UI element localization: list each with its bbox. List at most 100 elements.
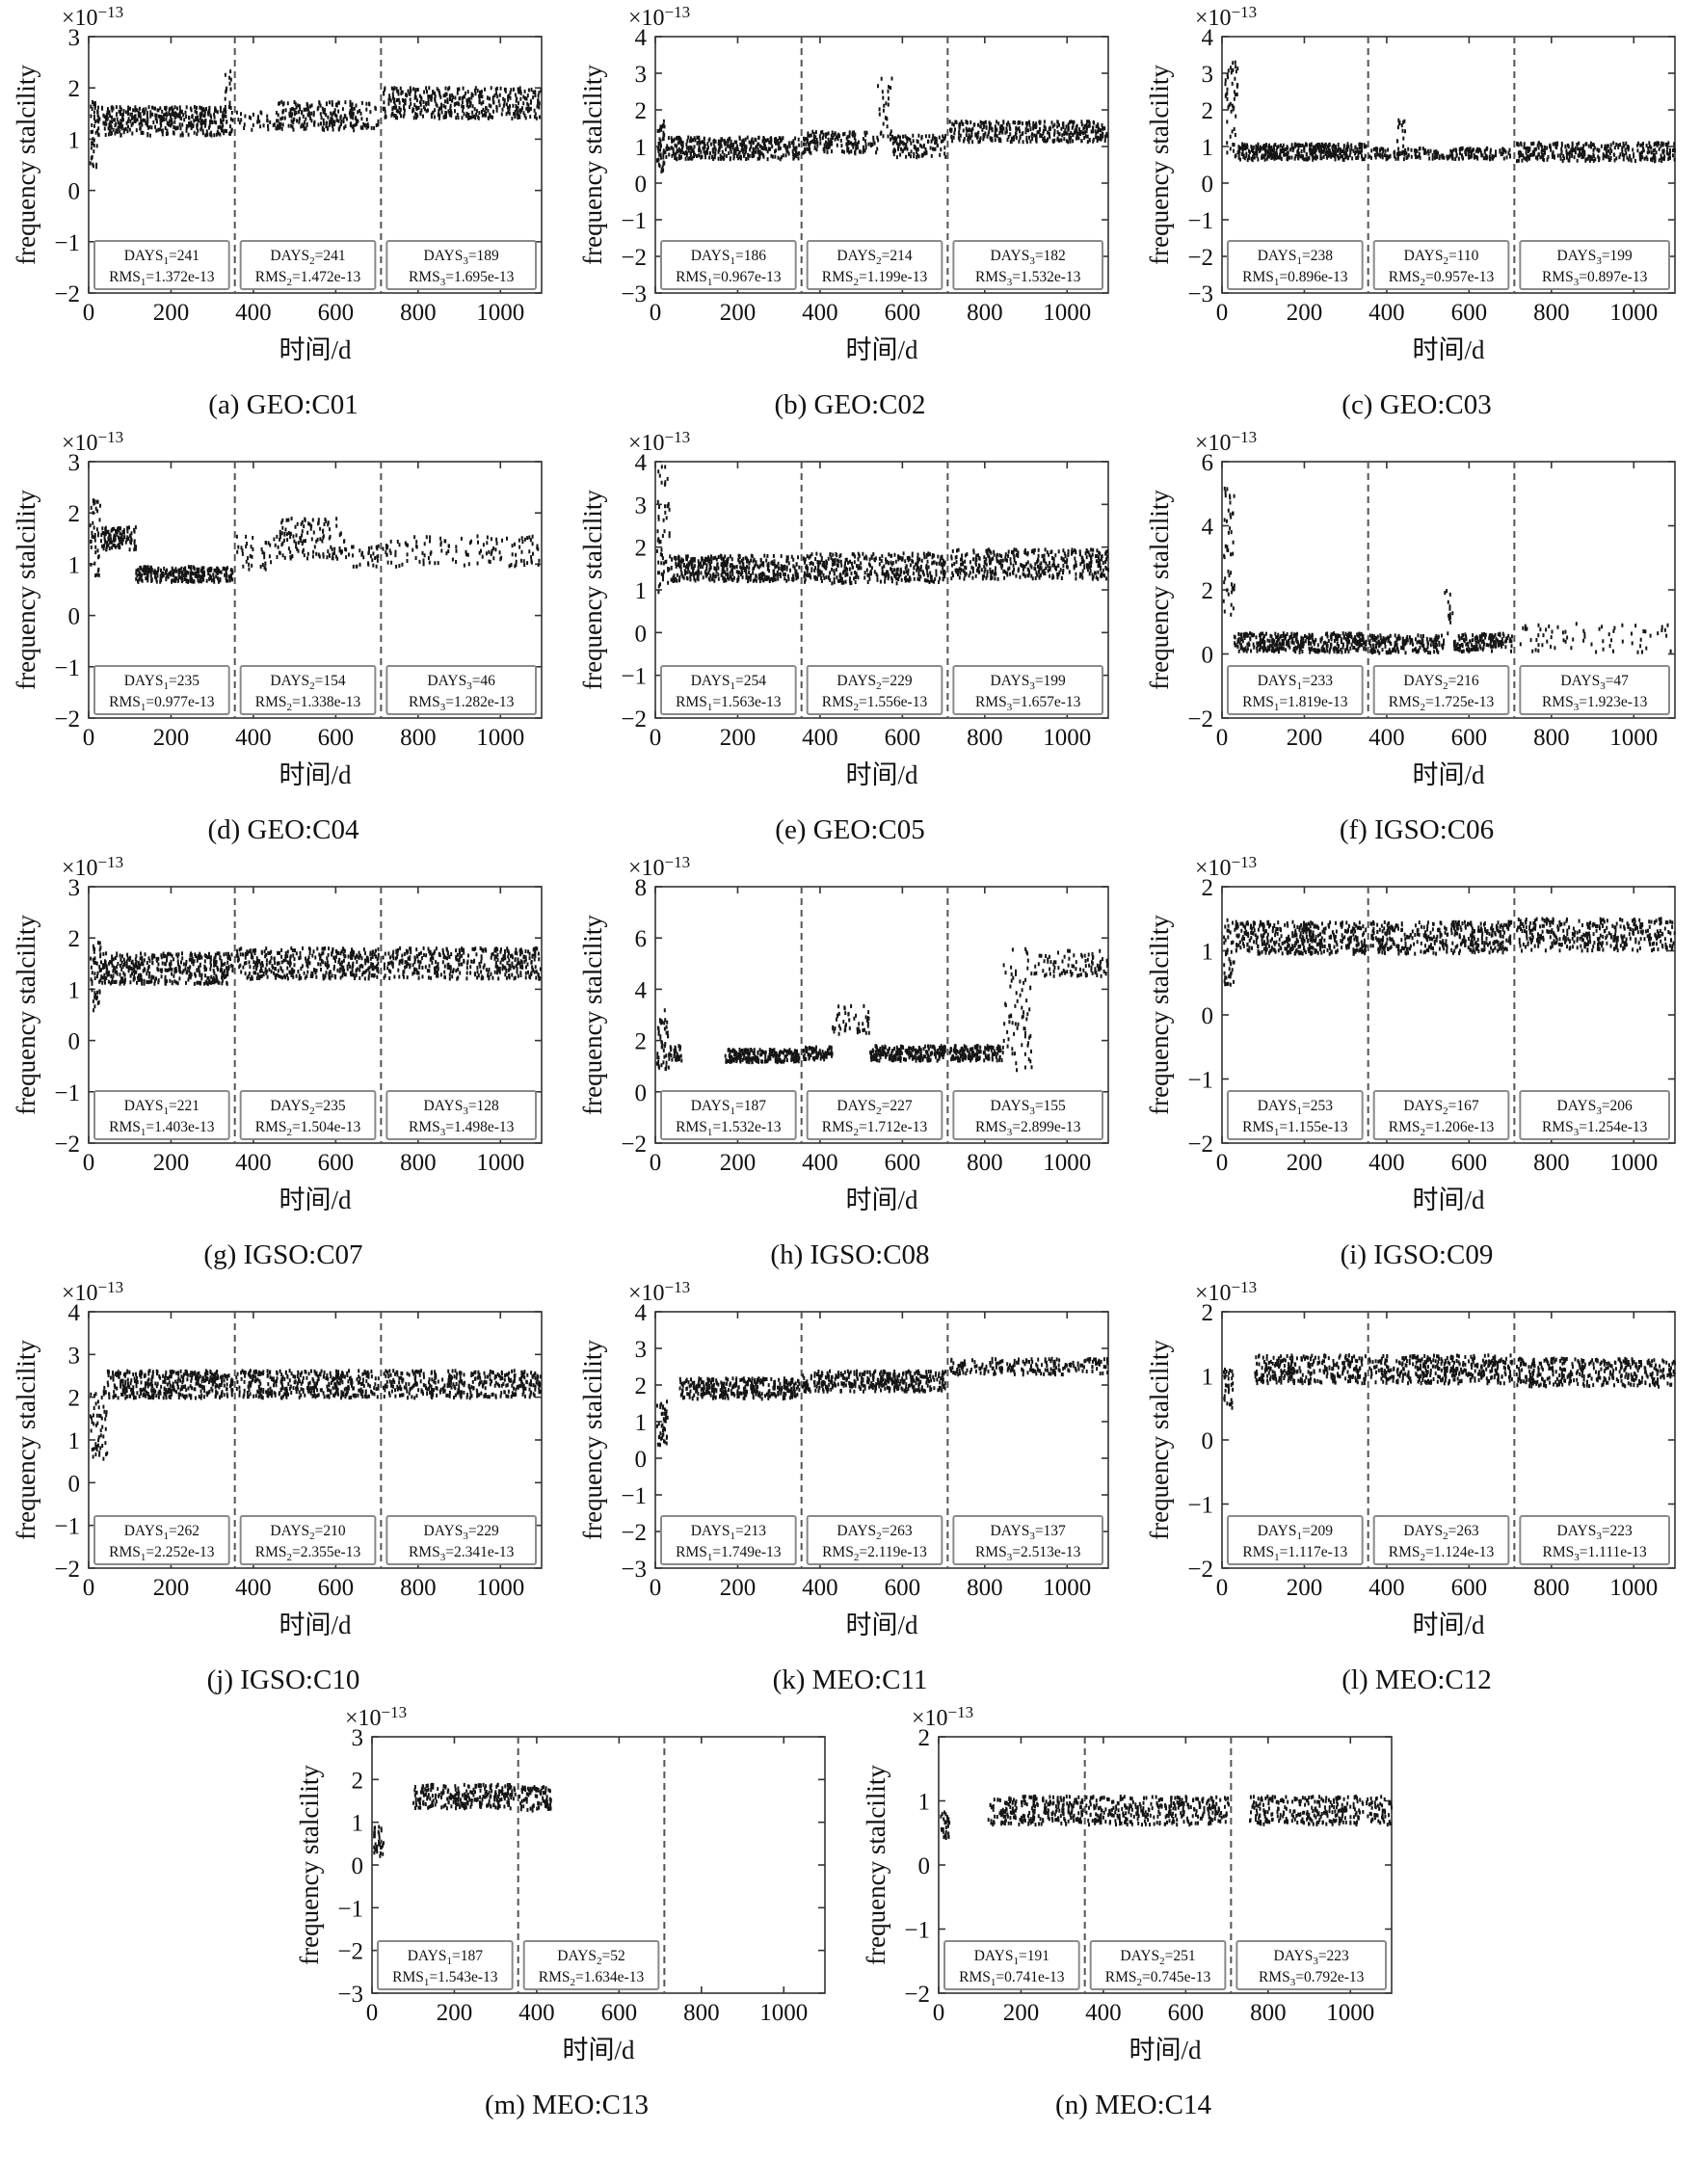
stats-rms-label: RMS2=2.119e-13	[822, 1544, 927, 1563]
y-tick-label: −3	[1187, 281, 1213, 307]
y-tick-label: 0	[68, 1029, 81, 1055]
subplot: ×10−13 0 200 400 600 800 1000 −2 −1 0 1 2 DAYS1=191 R…	[850, 1706, 1417, 2131]
stats-box	[385, 240, 538, 290]
stats-box	[806, 1090, 943, 1140]
plot-svg: ×10−130 200 400 600 800 1000−20246DAYS1=233RM…	[1147, 431, 1676, 789]
y-tick-label: 2	[635, 98, 648, 124]
x-tick-label: 600	[885, 1150, 921, 1176]
subplot: ×10−13 0 200 400 600 800 1000 −3 −2 −1 0 1 2 3 4 DAYS1=…	[567, 1281, 1133, 1706]
y-tick-label: −2	[904, 1982, 930, 2008]
y-tick-label: −1	[54, 655, 80, 681]
scale-label: ×10−13	[912, 1706, 973, 1731]
stats-days-label: DAYS3=155	[991, 1098, 1067, 1117]
y-tick-label: 1	[635, 578, 648, 604]
x-tick-label: 0	[1216, 1575, 1229, 1601]
stats-days-label: DAYS1=191	[974, 1948, 1049, 1967]
y-axis-label: frequency stalcility	[863, 1765, 890, 1965]
subplot: ×10−13 0 200 400 600 800 1000 −3 −2 −1 0 1 2 3 DAYS1=1…	[283, 1706, 850, 2131]
stats-rms-label: RMS2=1.556e-13	[822, 694, 928, 713]
x-tick-label: 0	[650, 725, 662, 751]
plot-caption: (j) IGSO:C10	[206, 1665, 360, 1695]
x-tick-label: 0	[83, 725, 95, 751]
stats-days-label: DAYS1=187	[691, 1098, 767, 1117]
stats-box	[385, 1090, 538, 1140]
data-points	[940, 1794, 1393, 1840]
plot-svg: ×10−13 0 200 400 600 800 1000 −3 −2 −1 0 1 2 3 4 DAYS1=…	[580, 1281, 1109, 1639]
x-axis-label: 时间/d	[845, 1185, 918, 1214]
y-tick-label: −2	[1187, 706, 1213, 732]
x-axis-label: 时间/d	[1412, 1185, 1485, 1214]
y-tick-label: 1	[1202, 135, 1214, 161]
x-tick-label: 200	[1287, 1150, 1323, 1176]
stats-days-label: DAYS2=251	[1120, 1948, 1195, 1967]
x-tick-label: 800	[1250, 2000, 1287, 2026]
y-tick-label: 3	[68, 875, 81, 901]
y-axis-label: frequency stalcility	[580, 65, 607, 265]
data-points	[1224, 60, 1676, 164]
plot-caption: (d) GEO:C04	[207, 814, 359, 845]
stats-days-label: DAYS2=227	[837, 1098, 913, 1117]
subplot: ×10−13 0 200 400 600 800 1000 −2 −1 0 1 2 3 DAYS1=221…	[0, 856, 567, 1281]
x-tick-label: 800	[400, 1150, 437, 1176]
y-tick-label: 2	[1202, 98, 1214, 124]
stats-days-label: DAYS1=233	[1258, 673, 1334, 692]
y-tick-label: −2	[54, 1132, 80, 1158]
stats-rms-label: RMS1=1.532e-13	[676, 1119, 782, 1138]
y-tick-label: 2	[352, 1768, 364, 1794]
plot-svg: ×10−13 0 200 400 600 800 1000 −2 −1 0 1 2 3 DAYS1=221…	[13, 856, 543, 1214]
subplot: ×10−13 0 200 400 600 800 1000 −3 −2 −1 0 1 2 3 4 DAYS1=…	[1133, 6, 1700, 431]
y-tick-label: −1	[54, 230, 80, 256]
y-tick-label: −1	[1187, 208, 1213, 234]
y-axis-label: frequency stalcility	[13, 915, 40, 1115]
y-axis-label: frequency stalcility	[1147, 1340, 1174, 1540]
scale-label: ×10−13	[1195, 431, 1257, 456]
plot-frame	[88, 36, 543, 294]
x-tick-label: 600	[601, 2000, 638, 2026]
stats-box	[1227, 665, 1364, 715]
y-tick-label: 2	[918, 1725, 931, 1751]
stats-box	[1519, 240, 1671, 290]
scale-label: ×10−13	[628, 856, 690, 881]
y-tick-label: −2	[54, 281, 80, 307]
y-tick-label: −3	[621, 1557, 647, 1583]
plot-caption: (l) MEO:C12	[1341, 1665, 1492, 1695]
scale-label: ×10−13	[62, 6, 123, 31]
stats-days-label: DAYS1=262	[124, 1523, 199, 1542]
x-tick-label: 1000	[759, 2000, 808, 2026]
figure-row: ×10−13 0 200 400 600 800 1000 −2 −1 0 1 2 3 DAYS1=221…	[0, 856, 1700, 1281]
x-tick-label: 400	[802, 725, 838, 751]
stats-rms-label: RMS3=1.923e-13	[1542, 694, 1648, 713]
y-tick-label: 3	[635, 62, 648, 88]
stats-rms-label: RMS1=0.896e-13	[1242, 269, 1348, 288]
y-tick-label: 4	[68, 1300, 81, 1326]
stats-box	[660, 1515, 797, 1565]
x-tick-label: 400	[518, 2000, 555, 2026]
stats-box	[93, 1090, 230, 1140]
stats-days-label: DAYS2=52	[557, 1948, 625, 1967]
plot-svg: ×10−13 0 200 400 600 800 1000 −2 −1 0 1 2 3 4 DAYS1=26…	[13, 1281, 543, 1639]
stats-rms-label: RMS1=0.977e-13	[109, 694, 215, 713]
x-tick-label: 0	[1216, 725, 1229, 751]
plot-caption: (i) IGSO:C09	[1340, 1239, 1494, 1270]
x-tick-label: 1000	[1609, 1575, 1658, 1601]
stats-box	[806, 665, 943, 715]
x-tick-label: 200	[437, 2000, 473, 2026]
x-tick-label: 200	[1287, 1575, 1323, 1601]
stats-days-label: DAYS1=209	[1258, 1523, 1334, 1542]
stats-days-label: DAYS2=263	[1403, 1523, 1479, 1542]
stats-rms-label: RMS2=1.634e-13	[539, 1969, 645, 1988]
stats-rms-label: RMS2=1.199e-13	[822, 269, 928, 288]
stats-days-label: DAYS3=199	[991, 673, 1067, 692]
y-tick-label: 0	[635, 172, 648, 198]
stats-days-label: DAYS3=182	[991, 248, 1066, 267]
stats-rms-label: RMS1=1.117e-13	[1242, 1544, 1347, 1563]
y-tick-label: 1	[635, 135, 648, 161]
x-axis-label: 时间/d	[562, 2036, 635, 2064]
plot-frame	[654, 1311, 1109, 1569]
stats-box	[1235, 1940, 1388, 1990]
x-tick-label: 0	[83, 1575, 95, 1601]
stats-rms-label: RMS1=1.819e-13	[1242, 694, 1348, 713]
x-axis-label: 时间/d	[279, 760, 352, 789]
y-tick-label: −2	[621, 1520, 647, 1546]
stats-box	[385, 1515, 538, 1565]
